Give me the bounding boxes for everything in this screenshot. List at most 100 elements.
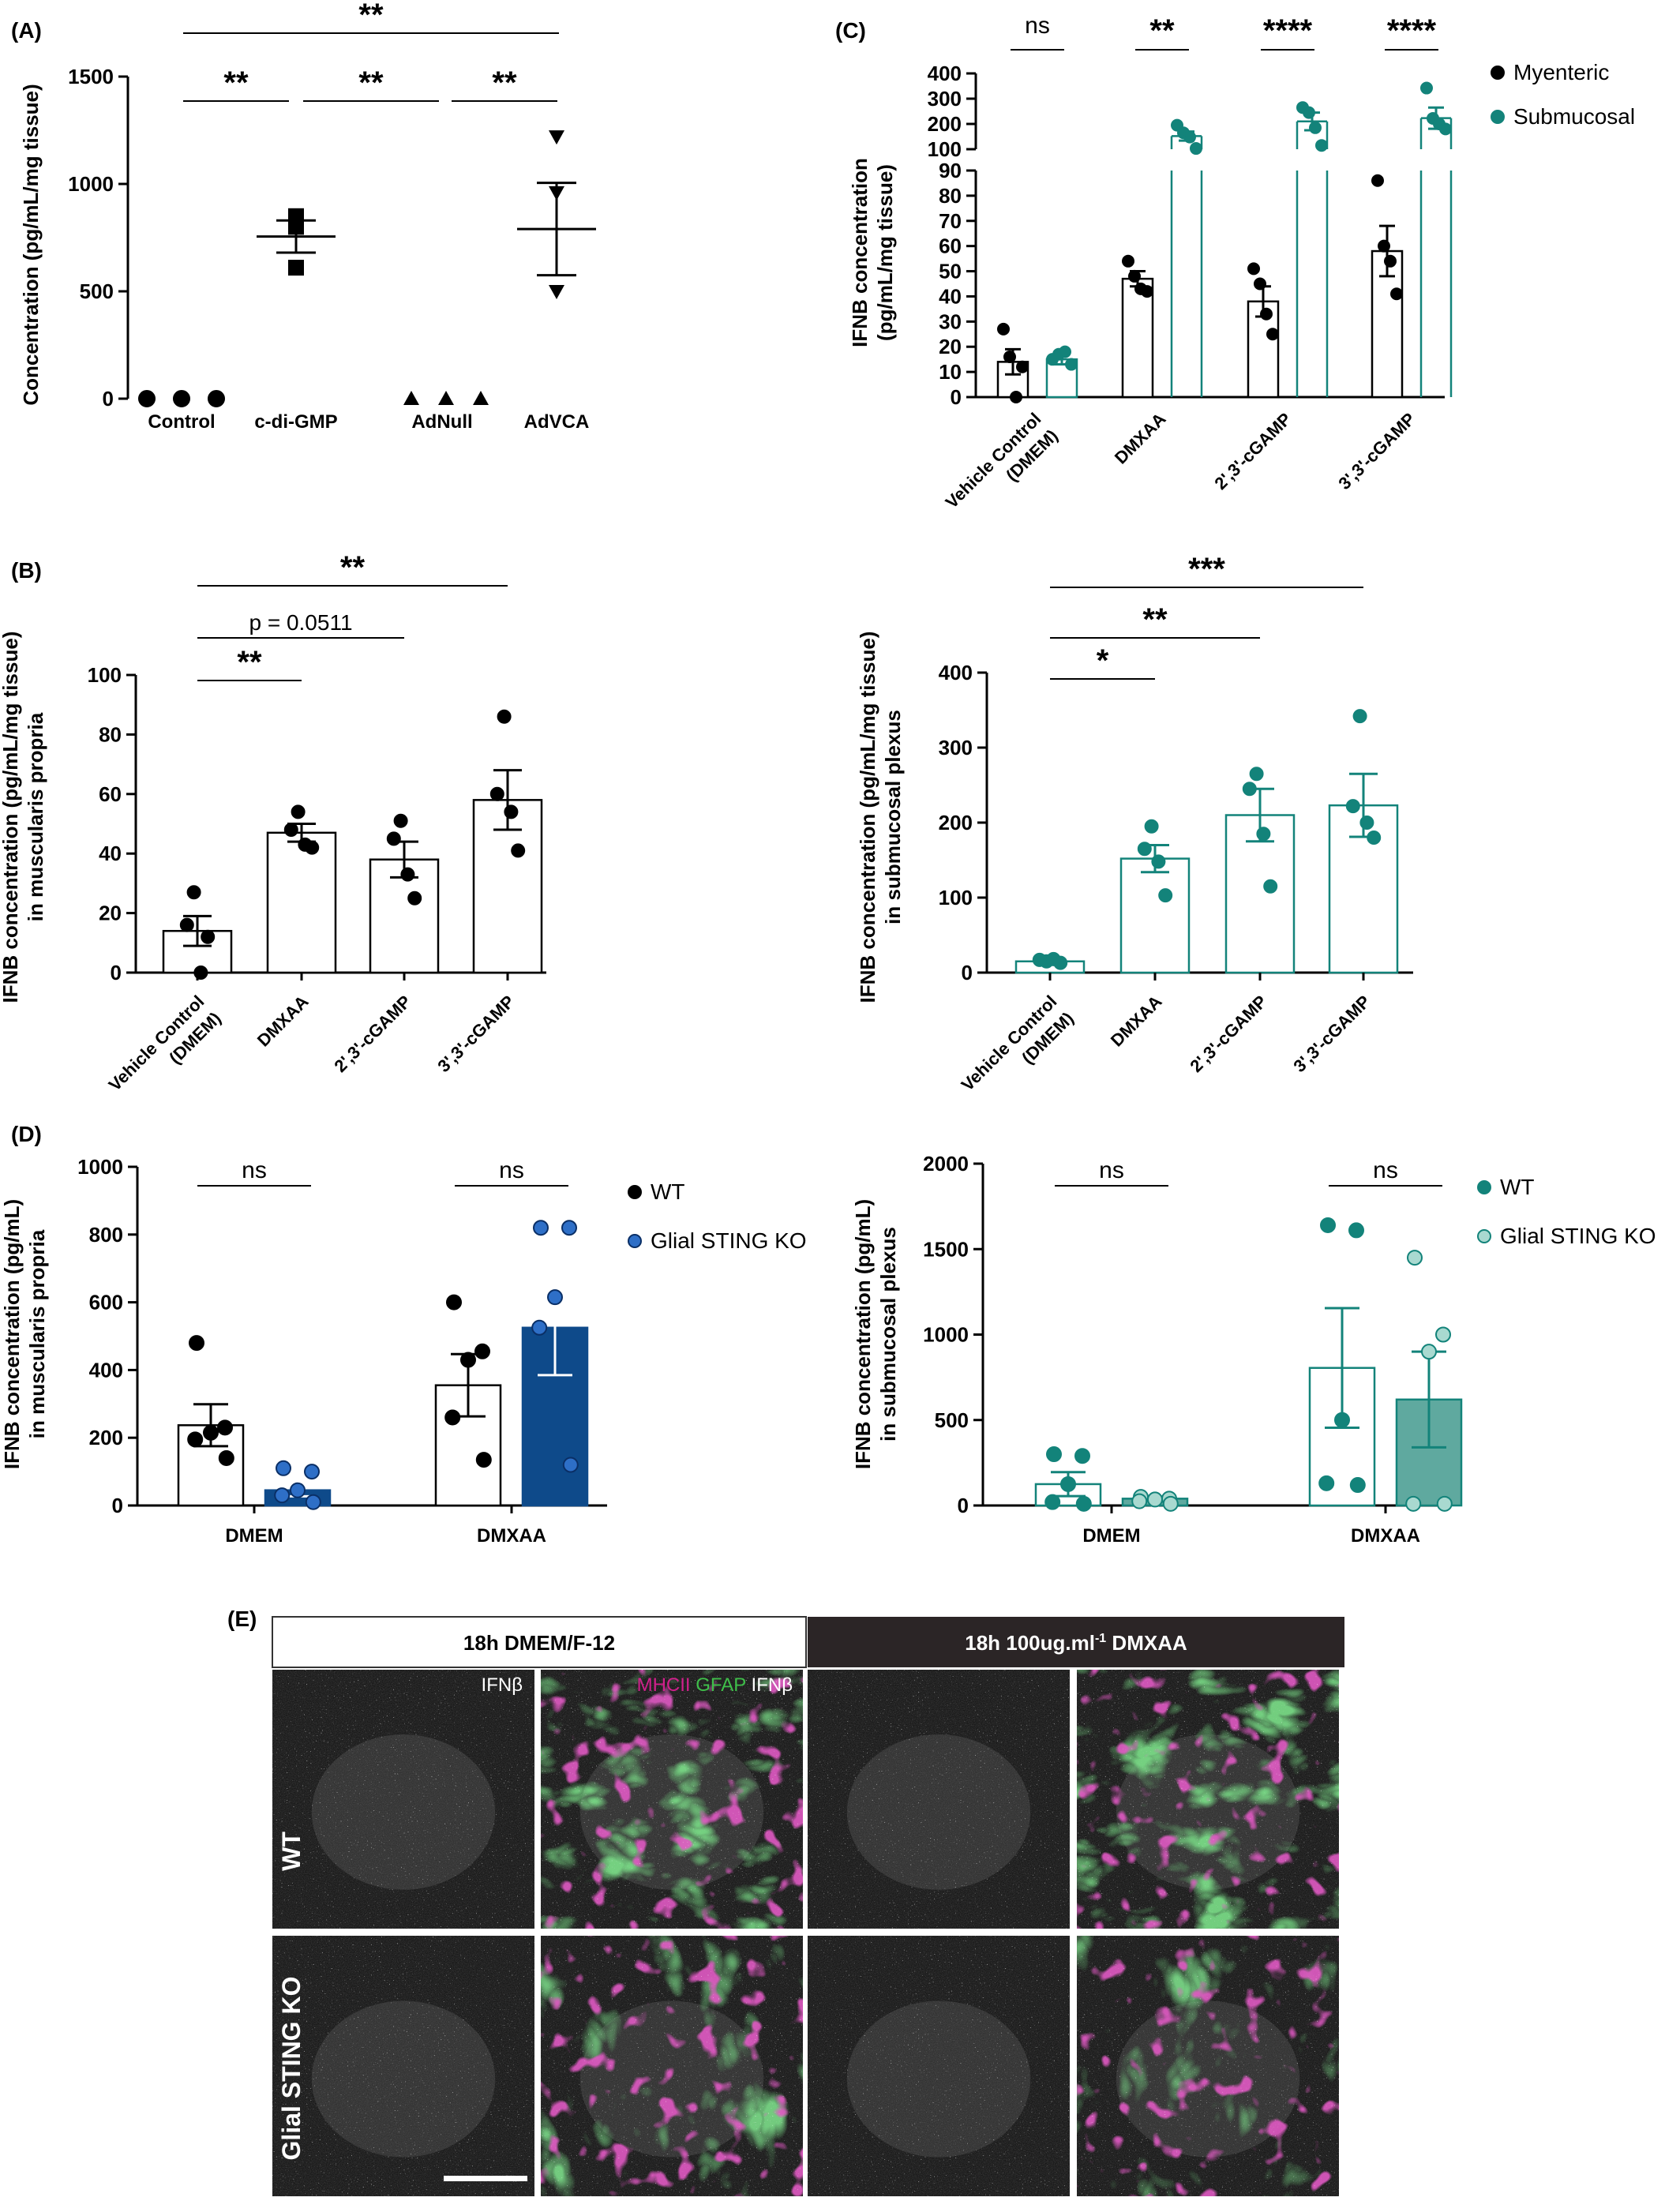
panel-b-point xyxy=(497,709,512,724)
header-right-prefix: 18h 100ug.ml xyxy=(965,1631,1095,1655)
panel-a-category-label: AdVCA xyxy=(524,411,590,433)
panel-c-category-label-line: 2',3'-cGAMP xyxy=(1210,409,1295,493)
panel-c-tick-label: 100 xyxy=(928,137,962,161)
panel-d-y-axis-tick-label: 400 xyxy=(89,1358,123,1382)
panel-c-point xyxy=(1439,122,1452,136)
panel-c-sig-label: ** xyxy=(1149,13,1175,48)
panel-b-right-y-axis-tick-label: 400 xyxy=(939,661,973,684)
panel-c-point xyxy=(1190,142,1202,156)
panel-d-point xyxy=(446,1294,462,1310)
panel-d-right-legend-label: WT xyxy=(1500,1175,1535,1199)
panel-c-category-label: 2',3'-cGAMP xyxy=(1210,409,1295,493)
panel-d-point xyxy=(562,1457,579,1473)
panel-b-right-category-label-line: 3',3'-cGAMP xyxy=(1289,992,1374,1076)
panel-a-category-label: c-di-GMP xyxy=(254,411,337,433)
panel-a-point xyxy=(288,260,304,276)
panel-c-point xyxy=(1309,121,1322,134)
panel-c-point xyxy=(1016,360,1029,373)
panel-b-ylabel-line2: in muscularis propria xyxy=(24,712,47,921)
panel-d-right-point xyxy=(1405,1495,1422,1512)
ifnb-puncta xyxy=(272,1670,534,1929)
panel-a-sig-label: ** xyxy=(223,66,249,100)
panel-d-right-ylabel-line2: in submucosal plexus xyxy=(876,1227,900,1442)
panel-b-point xyxy=(283,823,298,838)
ifnb-puncta xyxy=(1077,1936,1339,2196)
panel-b-y-axis-tick-label: 0 xyxy=(111,961,122,984)
panel-a-sig-label: ** xyxy=(358,66,384,100)
panel-d-right-ylabel-line1: IFNB concentration (pg/mL) xyxy=(851,1199,875,1469)
panel-a-point xyxy=(173,390,190,407)
panel-d-point xyxy=(203,1424,219,1441)
panel-d-legend-marker xyxy=(628,1185,642,1199)
ifnb-puncta xyxy=(272,1936,534,2196)
panel-d-right-plot: 0 500 1000 1500 2000 DMEM DMXAA WT Glial STING K… xyxy=(923,1152,1656,1547)
panel-a-point xyxy=(138,390,156,407)
panel-b-point xyxy=(386,831,401,846)
panel-d-point xyxy=(474,1343,490,1359)
panel-a-sig-label: ** xyxy=(358,0,384,32)
panel-b-point xyxy=(400,867,415,882)
panel-b-y-axis-tick-label: 20 xyxy=(99,902,122,925)
panel-c-category-label: 3',3'-cGAMP xyxy=(1334,409,1419,493)
panel-b-right-ylabel-line1: IFNB concentration (pg/mL/mg tissue) xyxy=(856,632,879,1003)
panel-c-category-label-line: DMXAA xyxy=(1111,409,1170,468)
panel-b-category-label: 3',3'-cGAMP xyxy=(433,992,518,1076)
header-right-text: 18h 100ug.ml-1 DMXAA xyxy=(965,1631,1187,1655)
ifnb-puncta xyxy=(541,1670,803,1929)
channel-label-ifnb: IFNβ xyxy=(482,1674,523,1696)
panel-d-y-axis-tick-label: 800 xyxy=(89,1223,123,1247)
panel-c-category-label: DMXAA xyxy=(1111,409,1170,468)
panel-d-label: (D) xyxy=(11,1122,42,1146)
panel-b-right-point xyxy=(1352,709,1367,724)
panel-d-right-point xyxy=(1147,1491,1163,1508)
panel-d-right-point xyxy=(1435,1326,1451,1343)
panel-d-right-point xyxy=(1334,1412,1350,1428)
panel-d-point xyxy=(531,1319,548,1336)
panel-d-right-sig-label: ns xyxy=(1099,1157,1124,1183)
panel-c-sig-label: **** xyxy=(1263,13,1313,48)
panel-b-ylabel-line1: IFNB concentration (pg/mL/mg tissue) xyxy=(0,632,22,1003)
panel-b-category-label: Vehicle Control(DMEM) xyxy=(105,992,225,1112)
panel-b-right-y-axis-tick-label: 100 xyxy=(939,886,973,909)
panel-b-right-y-axis-tick-label: 0 xyxy=(962,961,973,984)
panel-c-tick-label: 0 xyxy=(951,385,962,409)
panel-d-point xyxy=(276,1460,291,1476)
panel-a-plot: 0 500 1000 1500 Control c-di-GMP AdNull AdVCA **… xyxy=(68,0,596,433)
panel-a-y-axis-tick-label: 1500 xyxy=(68,65,114,88)
panel-a-sig-label: ** xyxy=(492,66,517,100)
panel-b-right-category-label-line: 2',3'-cGAMP xyxy=(1186,992,1270,1076)
panel-c-point xyxy=(1183,130,1196,144)
ifnb-puncta xyxy=(808,1936,1070,2196)
panel-b-right-y-axis-tick-label: 300 xyxy=(939,736,973,759)
header-right-sup: -1 xyxy=(1095,1632,1106,1645)
legend-myenteric-marker xyxy=(1491,66,1505,80)
row-label-glial-sting-ko: Glial STING KO xyxy=(277,1977,306,2161)
panel-b-sig-label: ** xyxy=(237,645,262,680)
panel-d-plot: 0 200 400 600 800 1000 DMEM DMXAA WT Glial STING … xyxy=(77,1155,806,1547)
panel-d-point xyxy=(533,1220,549,1236)
panel-c-point xyxy=(1128,269,1141,283)
header-right-suffix: DMXAA xyxy=(1106,1631,1187,1655)
panel-b-point xyxy=(511,843,526,858)
panel-b-right-plot: 0 100 200 300 400 Vehicle Control(DMEM) DMXAA 2… xyxy=(939,552,1413,1095)
panel-c-tick-label: 90 xyxy=(939,159,962,182)
panel-c-tick-label: 40 xyxy=(939,284,962,308)
panel-c-point xyxy=(1420,81,1433,95)
panel-d-sig-label: ns xyxy=(242,1157,267,1183)
panel-b-category-label-line: DMXAA xyxy=(253,992,313,1051)
panel-d-y-axis-tick-label: 200 xyxy=(89,1426,123,1449)
panel-c-point xyxy=(1260,307,1273,321)
panel-d-right-point xyxy=(1348,1222,1364,1239)
panel-d-right-legend-label: Glial STING KO xyxy=(1500,1224,1656,1248)
panel-a-category-label: Control xyxy=(148,411,215,433)
panel-b-sig-label: p = 0.0511 xyxy=(249,610,352,635)
panel-d-right-point xyxy=(1060,1475,1076,1492)
panel-d-point xyxy=(444,1409,461,1426)
panel-d-y-axis-tick-label: 0 xyxy=(112,1494,123,1517)
panel-b-right-point xyxy=(1137,842,1152,857)
panel-d-legend-label: WT xyxy=(651,1179,685,1204)
panel-b-point xyxy=(407,891,422,906)
panel-b-point xyxy=(305,840,320,855)
